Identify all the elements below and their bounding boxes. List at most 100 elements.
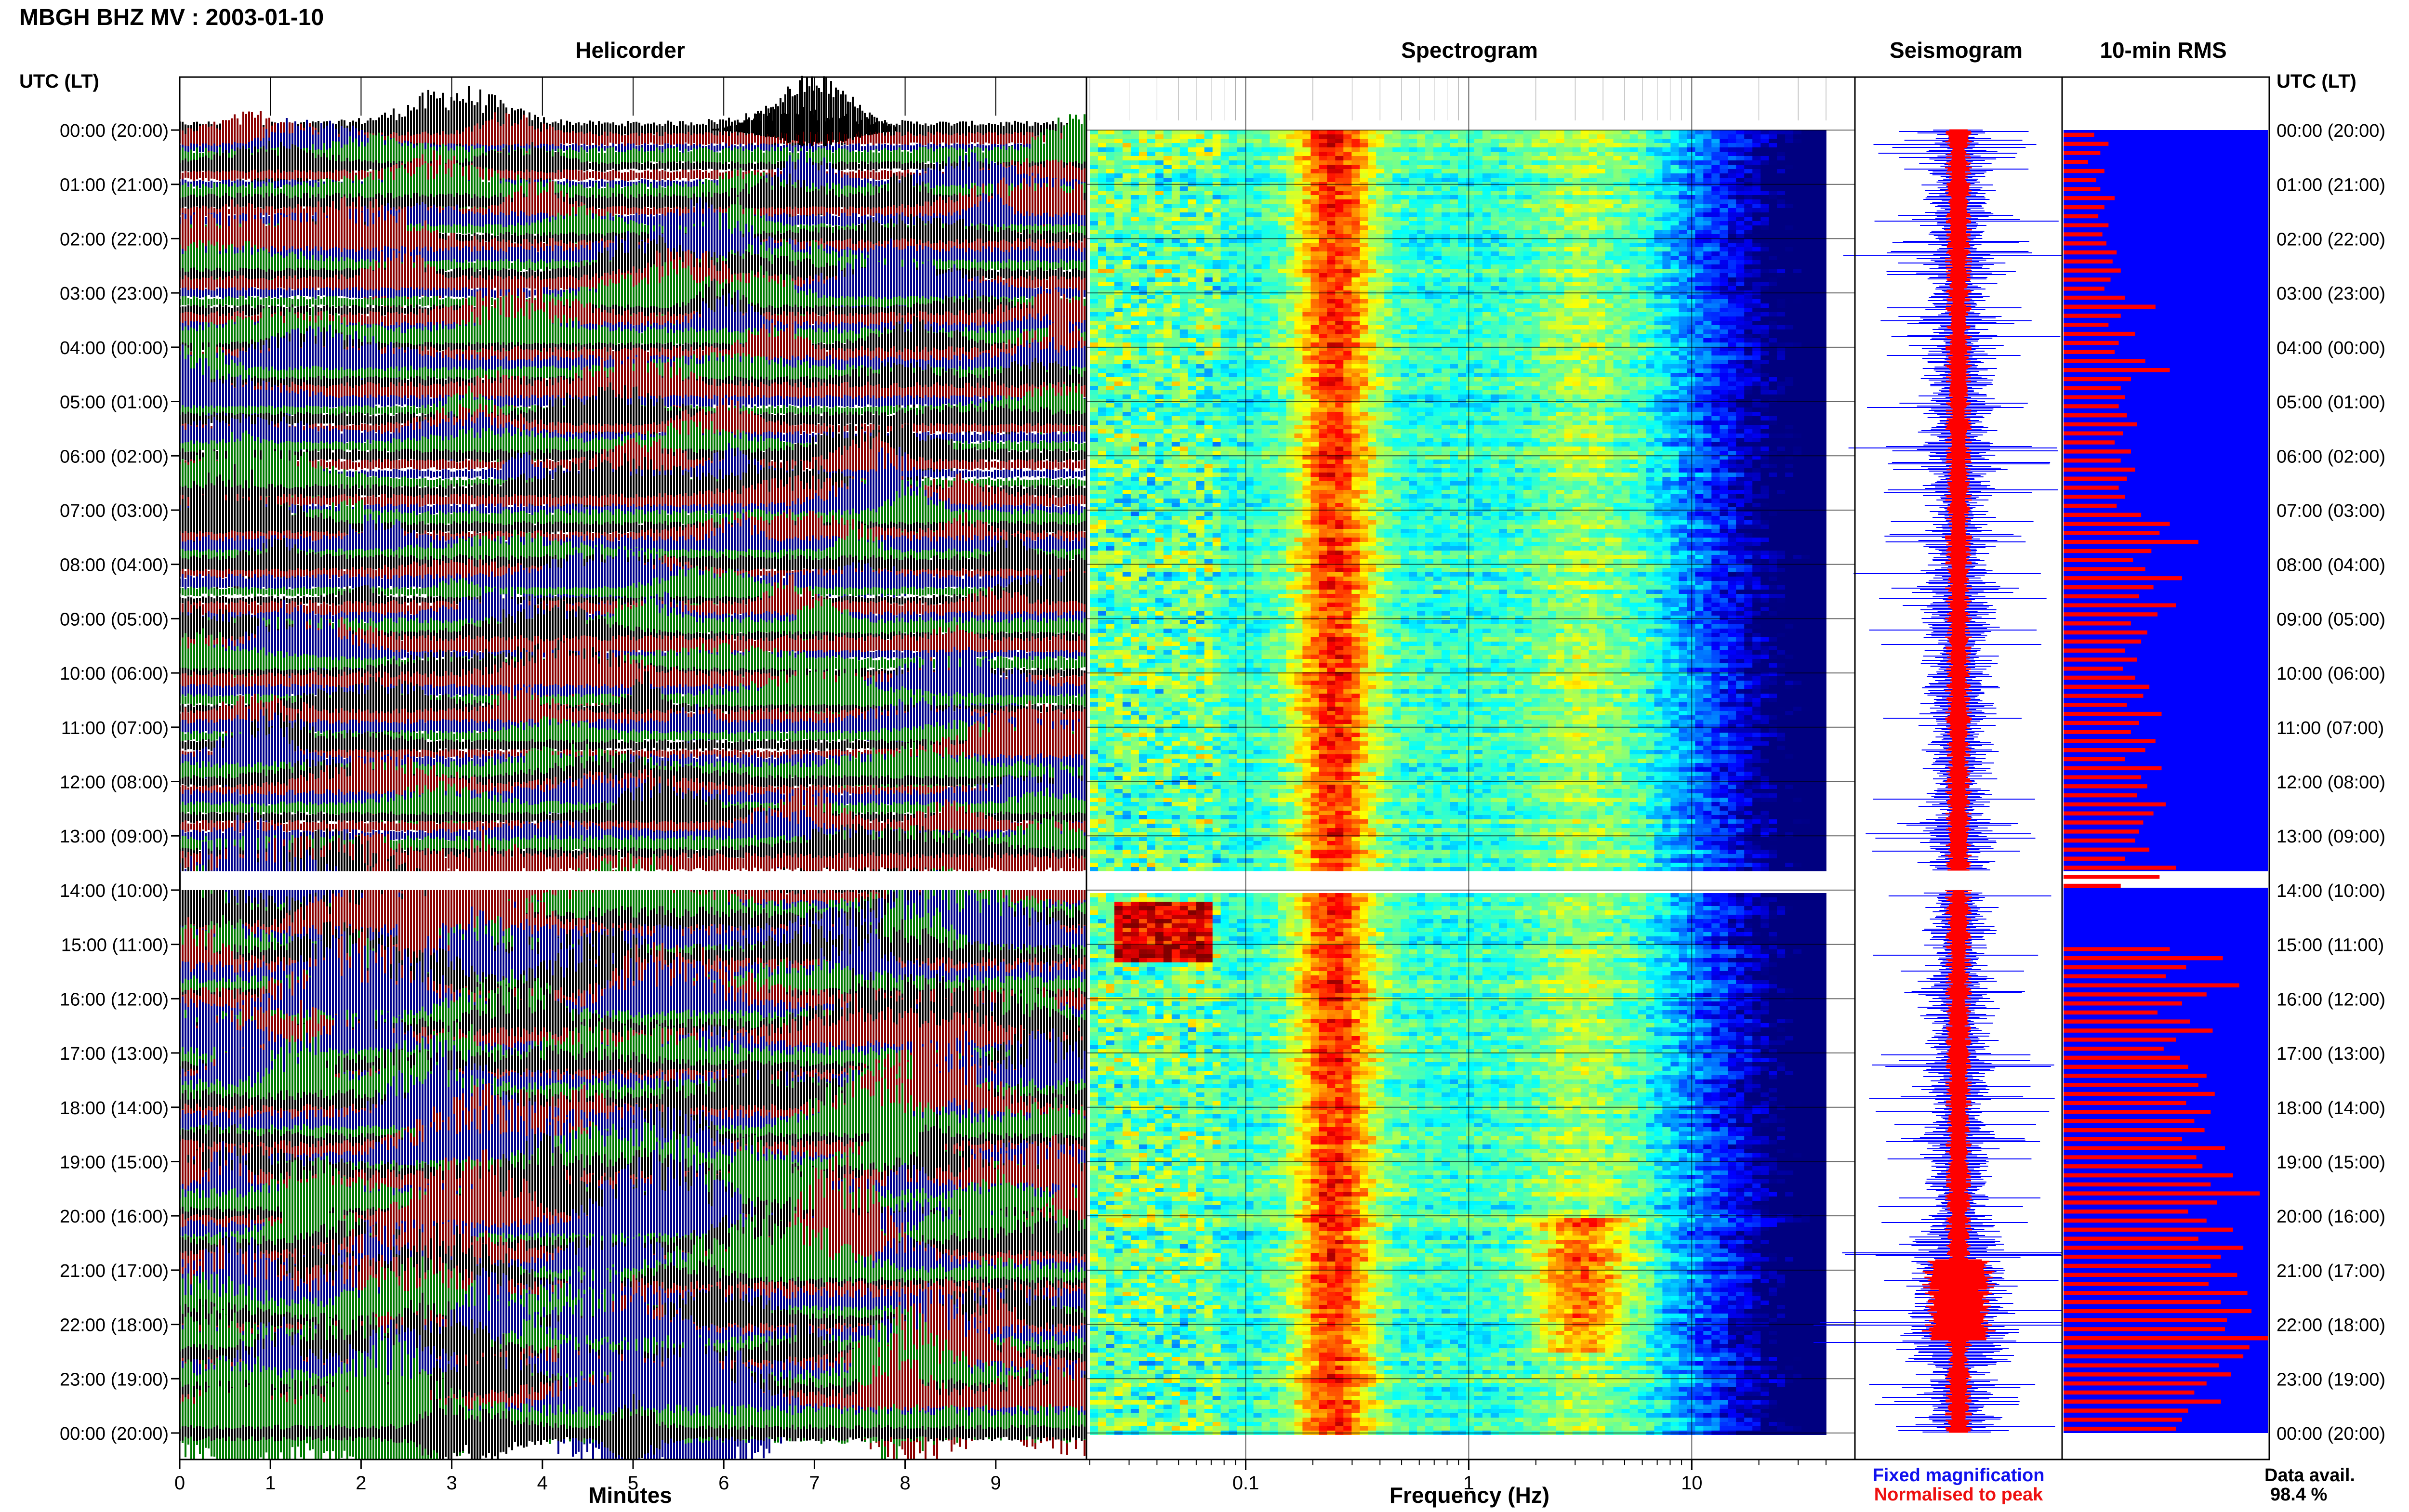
spectrogram-cell xyxy=(1368,173,1377,178)
spectrogram-cell xyxy=(1548,256,1557,260)
spectrogram-cell xyxy=(1539,338,1549,342)
spectrogram-cell xyxy=(1229,234,1238,238)
spectrogram-cell xyxy=(1130,308,1139,312)
spectrogram-cell xyxy=(1580,282,1589,286)
spectrogram-cell xyxy=(1319,212,1328,217)
spectrogram-cell xyxy=(1760,351,1769,355)
spectrogram-cell xyxy=(1409,316,1417,321)
spectrogram-cell xyxy=(1629,186,1639,191)
spectrogram-cell xyxy=(1392,342,1401,347)
spectrogram-cell xyxy=(1720,178,1729,182)
spectrogram-cell xyxy=(1588,299,1598,303)
spectrogram-cell xyxy=(1245,325,1254,329)
spectrogram-cell xyxy=(1138,277,1148,282)
spectrogram-cell xyxy=(1351,351,1361,355)
spectrogram-cell xyxy=(1605,342,1614,347)
spectrogram-cell xyxy=(1368,312,1377,316)
spectrogram-cell xyxy=(1261,152,1271,156)
spectrogram-cell xyxy=(1196,191,1205,195)
spectrogram-cell xyxy=(1351,134,1361,139)
spectrogram-cell xyxy=(1122,308,1131,312)
spectrogram-cell xyxy=(1760,152,1769,156)
spectrogram-cell xyxy=(1564,260,1573,264)
spectrogram-cell xyxy=(1679,334,1688,338)
spectrogram-cell xyxy=(1409,295,1417,299)
spectrogram-cell xyxy=(1654,295,1663,299)
spectrogram-cell xyxy=(1703,156,1712,160)
spectrogram-cell xyxy=(1179,217,1189,221)
spectrogram-cell xyxy=(1548,334,1557,338)
spectrogram-cell xyxy=(1588,156,1598,160)
spectrogram-cell xyxy=(1482,273,1491,277)
time-label-right: 03:00 (23:00) xyxy=(2277,284,2385,304)
spectrogram-cell xyxy=(1286,299,1295,303)
spectrogram-cell xyxy=(1327,355,1336,360)
spectrogram-cell xyxy=(1474,316,1483,321)
spectrogram-cell xyxy=(1376,204,1385,208)
spectrogram-cell xyxy=(1744,269,1753,273)
spectrogram-cell xyxy=(1155,295,1164,299)
spectrogram-cell xyxy=(1679,325,1688,329)
spectrogram-cell xyxy=(1368,238,1377,243)
spectrogram-cell xyxy=(1319,243,1328,247)
spectrogram-cell xyxy=(1310,282,1320,286)
time-label-right: 07:00 (03:00) xyxy=(2277,501,2385,521)
spectrogram-cell xyxy=(1515,186,1524,191)
spectrogram-cell xyxy=(1392,295,1401,299)
spectrogram-cell xyxy=(1237,351,1246,355)
spectrogram-cell xyxy=(1736,152,1745,156)
spectrogram-cell xyxy=(1810,212,1818,217)
spectrogram-cell xyxy=(1523,230,1532,234)
spectrogram-cell xyxy=(1597,334,1606,338)
spectrogram-cell xyxy=(1572,221,1581,225)
spectrogram-cell xyxy=(1769,234,1777,238)
spectrogram-cell xyxy=(1417,277,1426,282)
spectrogram-cell xyxy=(1204,334,1213,338)
spectrogram-cell xyxy=(1278,329,1287,334)
spectrogram-cell xyxy=(1196,204,1205,208)
spectrogram-cell xyxy=(1114,299,1123,303)
spectrogram-cell xyxy=(1245,351,1254,355)
spectrogram-cell xyxy=(1752,355,1761,360)
spectrogram-cell xyxy=(1138,225,1148,230)
spectrogram-cell xyxy=(1670,269,1680,273)
spectrogram-cell xyxy=(1319,295,1328,299)
spectrogram-cell xyxy=(1270,173,1279,178)
spectrogram-cell xyxy=(1401,251,1409,256)
spectrogram-cell xyxy=(1613,308,1622,312)
spectrogram-cell xyxy=(1343,208,1352,212)
spectrogram-cell xyxy=(1458,208,1467,212)
spectrogram-cell xyxy=(1466,355,1475,360)
spectrogram-cell xyxy=(1147,243,1156,247)
spectrogram-cell xyxy=(1507,217,1516,221)
spectrogram-cell xyxy=(1171,316,1180,321)
spectrogram-cell xyxy=(1564,316,1573,321)
spectrogram-cell xyxy=(1793,152,1802,156)
spectrogram-cell xyxy=(1392,238,1401,243)
spectrogram-cell xyxy=(1662,308,1671,312)
spectrogram-cell xyxy=(1384,329,1393,334)
spectrogram-cell xyxy=(1417,204,1426,208)
spectrogram-cell xyxy=(1490,308,1499,312)
spectrogram-cell xyxy=(1466,325,1475,329)
spectrogram-cell xyxy=(1621,165,1630,169)
spectrogram-cell xyxy=(1777,355,1786,360)
spectrogram-cell xyxy=(1605,165,1614,169)
spectrogram-cell xyxy=(1122,334,1131,338)
spectrogram-cell xyxy=(1245,355,1254,360)
spectrogram-cell xyxy=(1122,134,1131,139)
spectrogram-cell xyxy=(1523,143,1532,147)
spectrogram-cell xyxy=(1106,321,1115,325)
spectrogram-cell xyxy=(1425,152,1434,156)
spectrogram-cell xyxy=(1114,191,1123,195)
spectrogram-cell xyxy=(1351,303,1361,308)
spectrogram-cell xyxy=(1777,277,1786,282)
spectrogram-cell xyxy=(1360,230,1369,234)
spectrogram-cell xyxy=(1695,269,1704,273)
spectrogram-cell xyxy=(1474,347,1483,351)
spectrogram-cell xyxy=(1253,342,1262,347)
spectrogram-cell xyxy=(1810,342,1818,347)
spectrogram-cell xyxy=(1687,329,1696,334)
spectrogram-cell xyxy=(1523,338,1532,342)
spectrogram-cell xyxy=(1286,347,1295,351)
